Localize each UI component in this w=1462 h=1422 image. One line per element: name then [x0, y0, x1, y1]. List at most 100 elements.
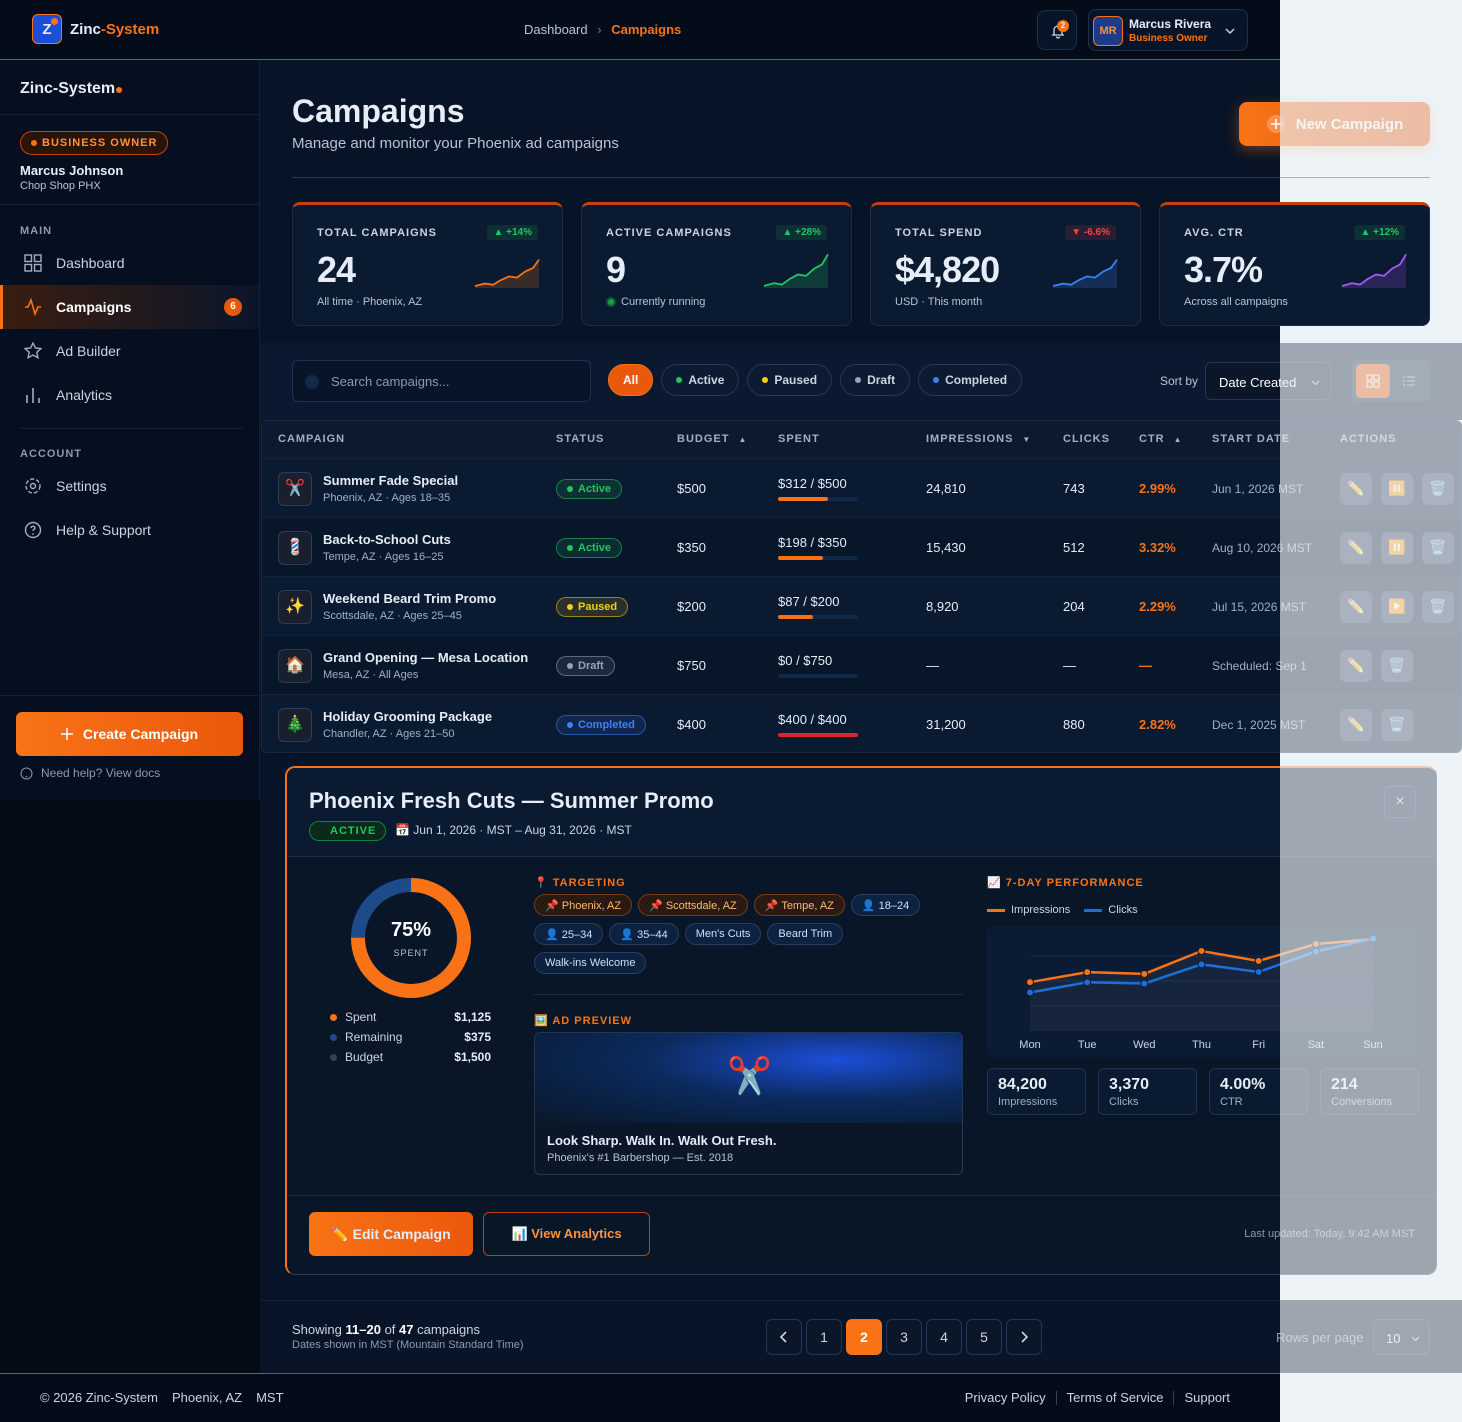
chip-label: Paused [774, 373, 818, 387]
page-button[interactable]: 2 [846, 1319, 882, 1355]
view-toggle[interactable] [1352, 360, 1430, 402]
action-button[interactable]: 🗑️ [1381, 649, 1413, 682]
start-date: Aug 10, 2026 MST [1212, 540, 1313, 555]
impressions: 8,920 [926, 599, 959, 614]
action-button[interactable]: ⏸️ [1381, 531, 1413, 564]
action-button[interactable]: ✏️ [1340, 472, 1372, 505]
action-button[interactable]: 🗑️ [1422, 590, 1454, 623]
action-button[interactable]: ⏸️ [1381, 472, 1413, 505]
last-updated: Last updated: Today, 9:42 AM MST [1244, 1228, 1415, 1240]
help-link[interactable]: Need help? View docs [20, 766, 160, 780]
page-button[interactable]: 4 [926, 1319, 962, 1355]
sidebar-business: Chop Shop PHX [20, 180, 101, 192]
action-button[interactable]: 🗑️ [1422, 472, 1454, 505]
cell-campaign: 🏠 Grand Opening — Mesa Location Mesa, AZ ·… [278, 636, 528, 695]
kpi-value: 214 [1331, 1076, 1358, 1093]
sparkline-area [475, 259, 539, 288]
page-button[interactable]: 5 [966, 1319, 1002, 1355]
legend-value: $1,500 [454, 1050, 491, 1064]
table-row: 🏠 Grand Opening — Mesa Location Mesa, AZ ·… [262, 635, 1461, 695]
filter-chip[interactable]: Paused [747, 364, 833, 396]
footer-city: Phoenix, AZ [171, 1390, 243, 1405]
search[interactable]: Search campaigns... [292, 360, 591, 402]
column-label: BUDGET [677, 433, 730, 445]
campaign-icon: ✨ [278, 589, 312, 624]
nav-section: MAIN [20, 225, 53, 237]
prev-page[interactable] [766, 1319, 802, 1355]
nav-item[interactable]: Help & Support [0, 508, 259, 552]
view-analytics[interactable]: 📊 View Analytics [483, 1212, 650, 1256]
preview-headline: Look Sharp. Walk In. Walk Out Fresh. [547, 1133, 777, 1148]
footer-link[interactable]: Terms of Service [1066, 1390, 1164, 1405]
status-text: Active [578, 541, 612, 554]
budget: $750 [677, 658, 706, 673]
budget-legend: Spent $1,125 [330, 1010, 491, 1024]
cell-actions: ✏️ 🗑️ [1340, 636, 1422, 695]
page-button[interactable]: 3 [886, 1319, 922, 1355]
new-campaign[interactable]: New Campaign [1239, 102, 1430, 146]
donut-label: 75% [391, 919, 431, 941]
next-page[interactable] [1006, 1319, 1042, 1355]
cell-actions: ✏️ ⏸️ 🗑️ [1340, 459, 1461, 518]
campaign-text: Weekend Beard Trim Promo Scottsdale, AZ ·… [323, 591, 496, 622]
status-text: Completed [578, 718, 635, 731]
spent: $400 / $400 [778, 712, 847, 727]
sidebar-brand-text: Zinc-System [20, 80, 116, 97]
action-button[interactable]: 🗑️ [1422, 531, 1454, 564]
sparkline [474, 259, 540, 287]
page-button[interactable]: 1 [806, 1319, 842, 1355]
stat-note: USD · This month [895, 296, 982, 308]
sparkline [763, 254, 829, 287]
filter-chip[interactable]: Draft [840, 364, 911, 396]
crumb[interactable]: Dashboard [524, 22, 588, 37]
target-tag: Men's Cuts [684, 923, 762, 945]
action-button[interactable]: ✏️ [1340, 649, 1372, 682]
legend-value: $375 [464, 1030, 491, 1044]
user-menu[interactable]: MR Marcus Rivera Business Owner [1088, 9, 1248, 51]
column-label: IMPRESSIONS [926, 433, 1014, 445]
stat-note: All time · Phoenix, AZ [317, 296, 422, 308]
nav-item[interactable]: Dashboard [0, 241, 259, 285]
start-date: Dec 1, 2025 MST [1212, 717, 1306, 732]
progress-track [778, 615, 858, 619]
campaign-icon: 🎄 [278, 707, 312, 742]
brand[interactable]: Zinc-System [70, 21, 159, 38]
edit-campaign[interactable]: ✏️ Edit Campaign [309, 1212, 473, 1256]
campaign-name: Holiday Grooming Package [323, 709, 493, 724]
filter-chip[interactable]: Completed [918, 364, 1023, 396]
action-button[interactable]: 🗑️ [1381, 708, 1413, 741]
nav-item[interactable]: Campaigns 6 [0, 285, 259, 329]
action-button[interactable]: ✏️ [1340, 531, 1372, 564]
filter-chip[interactable]: Active [661, 364, 740, 396]
user-name: Marcus Rivera [1129, 17, 1212, 31]
notifications[interactable]: 2 [1037, 10, 1077, 50]
brand-b: -System [100, 21, 160, 38]
action-button[interactable]: ▶️ [1381, 590, 1413, 623]
sort-select[interactable]: Date Created [1205, 362, 1331, 400]
close-button[interactable]: × [1384, 786, 1416, 818]
campaign-name: Grand Opening — Mesa Location [323, 650, 529, 665]
action-button[interactable]: ✏️ [1340, 708, 1372, 741]
create-campaign[interactable]: Create Campaign [16, 712, 243, 756]
cell-budget: $500 [677, 459, 706, 518]
chip-dot [855, 377, 862, 383]
sort-indicator: ▼ [1022, 435, 1032, 444]
kpi-value: 4.00% [1220, 1076, 1266, 1093]
filter-chip[interactable]: All [608, 364, 654, 396]
nav-item[interactable]: Ad Builder [0, 329, 259, 373]
footer-link[interactable]: Support [1184, 1390, 1230, 1405]
rows-select[interactable]: 10 [1373, 1319, 1430, 1355]
nav-item[interactable]: Analytics [0, 373, 259, 417]
ctr: 2.29% [1139, 599, 1176, 614]
impressions: 15,430 [926, 540, 966, 555]
stat-value: 9 [606, 249, 626, 290]
footer-link[interactable]: Privacy Policy [964, 1390, 1046, 1405]
status-pill: Draft [556, 655, 615, 676]
nav-item[interactable]: Settings [0, 464, 259, 508]
budget: $400 [677, 717, 706, 732]
point [1254, 957, 1263, 965]
cell-clicks: 512 [1063, 518, 1085, 577]
status-text: Active [578, 482, 612, 495]
action-button[interactable]: ✏️ [1340, 590, 1372, 623]
